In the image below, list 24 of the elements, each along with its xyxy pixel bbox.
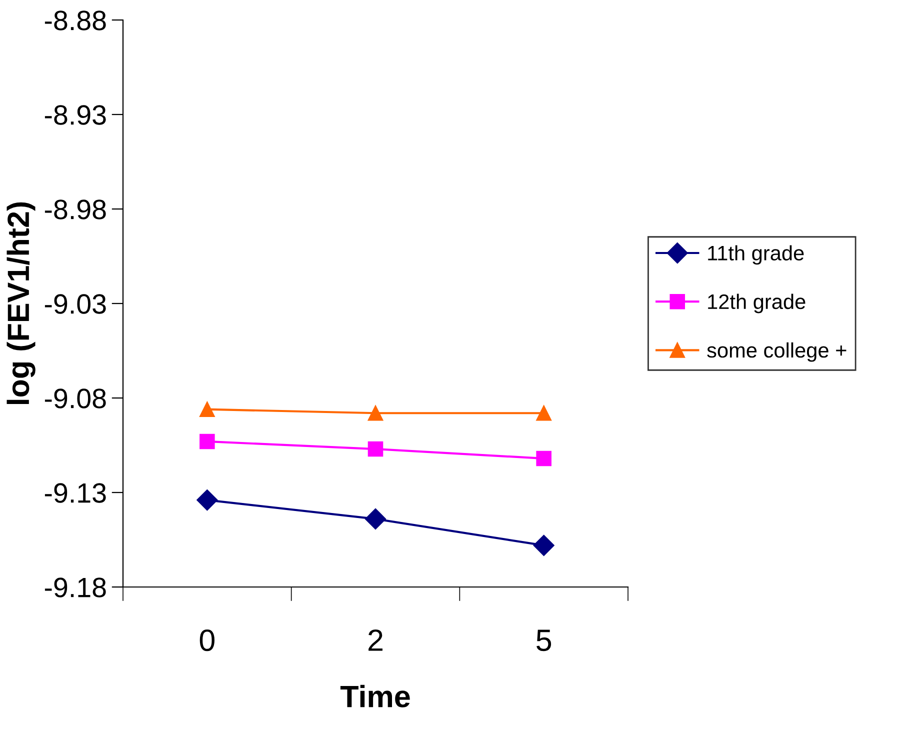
point bbox=[536, 405, 552, 421]
y-tick-label: -8.98 bbox=[44, 200, 106, 220]
point bbox=[368, 441, 384, 457]
point bbox=[368, 405, 384, 421]
x-tick-label: 0 bbox=[200, 629, 214, 652]
y-tick-label: -8.93 bbox=[44, 105, 106, 125]
legend-label: 11th grade bbox=[708, 245, 804, 265]
y-tick-label: -9.13 bbox=[44, 483, 106, 503]
y-tick-label: -9.03 bbox=[44, 294, 106, 314]
point bbox=[200, 434, 215, 450]
y-tick-label: -9.18 bbox=[44, 578, 106, 598]
x-tick-label: 5 bbox=[536, 630, 552, 652]
y-tick-label: -8.88 bbox=[44, 10, 106, 30]
point bbox=[200, 402, 215, 417]
x-tick-label: 2 bbox=[368, 629, 382, 651]
point bbox=[533, 534, 554, 556]
point bbox=[196, 490, 218, 511]
point bbox=[364, 508, 386, 530]
legend-label: 12th grade bbox=[708, 294, 806, 314]
x-axis-title: Time bbox=[340, 684, 410, 708]
y-axis-title: log (FEV1/ht2) bbox=[6, 202, 36, 404]
point bbox=[536, 450, 552, 466]
y-tick-label: -9.08 bbox=[44, 388, 106, 408]
legend-label: some college + bbox=[707, 342, 846, 362]
